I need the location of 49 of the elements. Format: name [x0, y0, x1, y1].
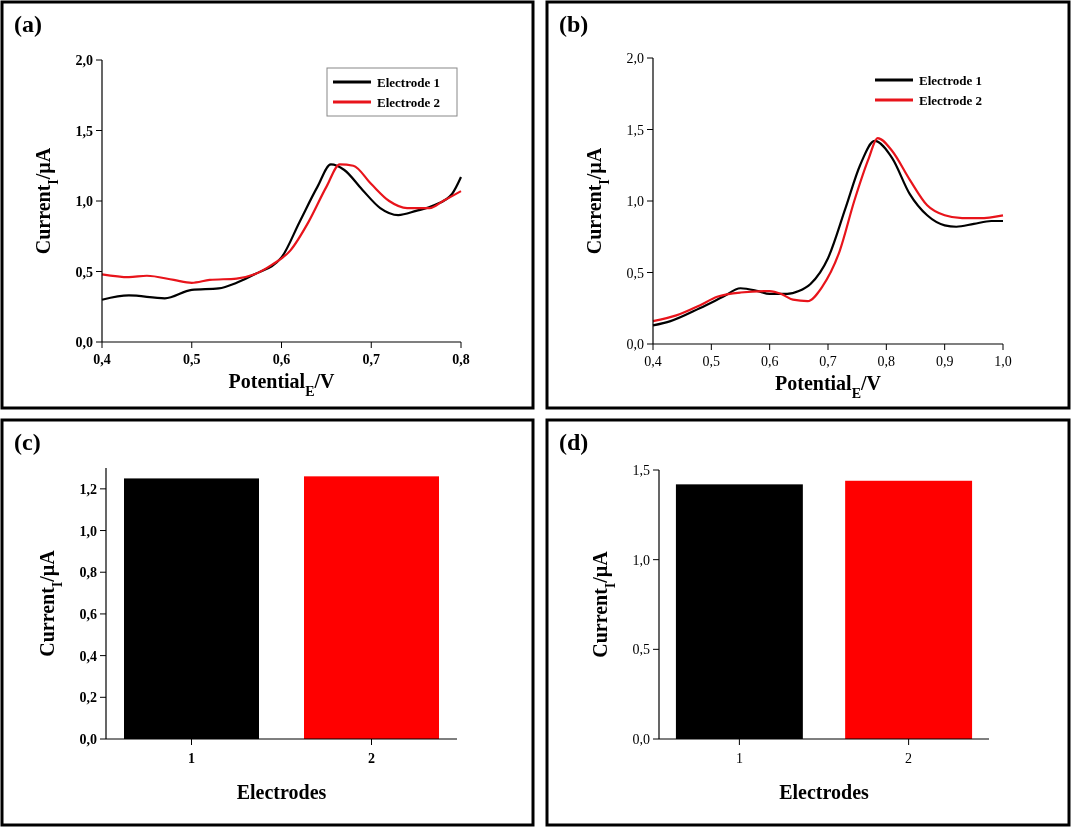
x-tick-label: 0,7	[362, 352, 380, 367]
y-tick-label: 0,0	[75, 335, 93, 350]
y-tick-label: 0,4	[79, 648, 97, 664]
x-axis-title: Potential$_{E}$/V	[228, 370, 336, 399]
x-tick-label: 0,4	[93, 352, 111, 367]
x-tick-label: 0,5	[702, 354, 721, 369]
y-tick-label: 0,5	[626, 265, 644, 281]
y-tick-label: 1,0	[626, 194, 644, 209]
y-tick-label: 0,6	[79, 606, 97, 622]
x-tick-label: 2	[905, 751, 913, 766]
x-tick-label: 0,6	[760, 354, 779, 369]
x-tick-label: 1	[735, 751, 743, 766]
x-tick-label: 1,0	[994, 354, 1012, 369]
y-tick-label: 0,0	[632, 732, 650, 747]
y-tick-label: 0,0	[626, 337, 644, 352]
x-tick-label: 0,7	[819, 354, 837, 369]
y-tick-label: 1,2	[79, 481, 97, 497]
legend-label: Electrode 2	[377, 95, 440, 110]
y-tick-label: 1,0	[632, 552, 650, 568]
x-tick-label: 0,4	[644, 354, 662, 369]
chart-title: (b)	[559, 11, 589, 37]
x-tick-label: 2	[368, 751, 375, 766]
x-tick-label: 0,9	[935, 354, 954, 369]
x-axis-title: Electrodes	[779, 781, 870, 803]
x-tick-label: 0,6	[272, 352, 291, 367]
legend-label: Electrode 1	[377, 75, 440, 90]
x-tick-label: 0,8	[452, 352, 470, 367]
y-tick-label: 0,2	[79, 690, 97, 706]
y-tick-label: 0,0	[79, 732, 97, 747]
x-axis-title: Electrodes	[236, 781, 327, 803]
chart-title: (a)	[14, 11, 42, 37]
y-tick-label: 0,5	[75, 264, 93, 280]
x-tick-label: 0,8	[877, 354, 896, 369]
chart-title: (c)	[14, 429, 41, 455]
y-tick-label: 2,0	[75, 53, 93, 68]
legend-label: Electrode 1	[919, 73, 982, 88]
x-axis-title: Potential$_{E}$/V	[775, 372, 882, 401]
x-tick-label: 1	[188, 751, 195, 766]
y-tick-label: 2,0	[626, 51, 644, 66]
y-tick-label: 1,5	[75, 123, 93, 139]
legend-label: Electrode 2	[919, 93, 982, 108]
y-tick-label: 1,5	[626, 122, 644, 138]
y-tick-label: 1,5	[632, 463, 650, 478]
chart-title: (d)	[559, 429, 589, 455]
x-tick-label: 0,5	[183, 352, 201, 367]
y-tick-label: 0,8	[79, 565, 97, 581]
y-tick-label: 0,5	[632, 642, 650, 658]
y-tick-label: 1,0	[79, 523, 97, 539]
y-tick-label: 1,0	[75, 194, 93, 209]
